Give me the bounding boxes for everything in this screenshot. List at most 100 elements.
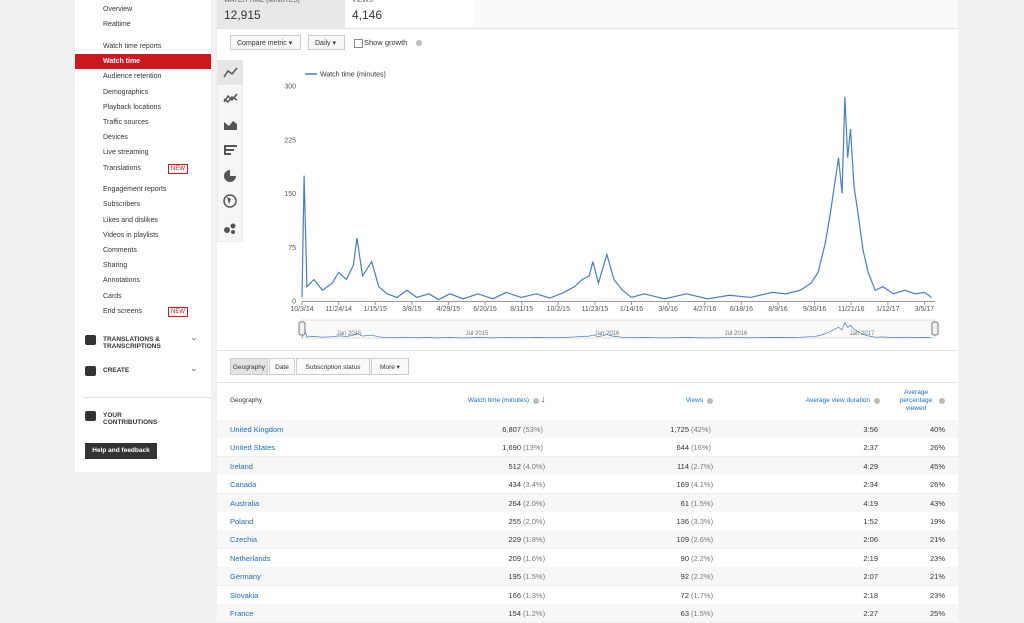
x-tick-label: 4/27/16 xyxy=(693,306,716,313)
row-bg xyxy=(217,530,958,550)
nav-item[interactable]: Sharing xyxy=(103,262,128,270)
section-title[interactable]: CREATE xyxy=(103,367,130,374)
header-geography: Geography xyxy=(230,397,263,404)
header[interactable]: Average view duration xyxy=(805,397,870,404)
views-pct: (1.5%) xyxy=(691,498,714,508)
navigator-handle[interactable] xyxy=(298,321,306,336)
country[interactable]: Czechia xyxy=(230,535,258,545)
country[interactable]: Canada xyxy=(230,480,257,490)
views: 63 xyxy=(680,609,689,618)
nav-item[interactable]: Engagement reports xyxy=(103,186,167,194)
country[interactable]: United States xyxy=(230,443,276,453)
metric-card[interactable] xyxy=(217,0,345,28)
nav-item[interactable]: Audience retention xyxy=(103,73,162,81)
x-tick-label: 1/15/15 xyxy=(364,306,387,313)
navigator-label: Jul 2015 xyxy=(466,331,489,337)
watch-time: 434 xyxy=(508,480,521,490)
nav-item[interactable]: Traffic sources xyxy=(103,118,149,126)
tab[interactable]: Subscription status xyxy=(296,358,370,375)
tab[interactable]: Geography xyxy=(230,358,268,375)
watch-time-pct: (13%) xyxy=(523,443,544,453)
navigator-label: Jan 2017 xyxy=(850,331,875,337)
x-tick-label: 3/5/17 xyxy=(915,306,935,313)
nav-item[interactable]: Cards xyxy=(103,292,122,300)
x-tick-label: 1/14/16 xyxy=(620,306,643,313)
metric-value: 4,146 xyxy=(352,8,383,22)
watch-time: 264 xyxy=(508,498,521,508)
nav-item[interactable]: Watch time xyxy=(103,58,141,66)
watch-time: 229 xyxy=(508,535,521,545)
watch-time: 1,690 xyxy=(502,443,521,453)
tab[interactable]: Date xyxy=(269,358,295,375)
new-badge: NEW xyxy=(168,306,188,317)
views: 169 xyxy=(676,480,689,490)
divider xyxy=(217,350,958,351)
row-bg xyxy=(217,548,958,568)
country[interactable]: France xyxy=(230,609,254,618)
country[interactable]: Ireland xyxy=(230,461,253,471)
x-tick-label: 8/11/15 xyxy=(510,306,533,313)
nav-item[interactable]: Demographics xyxy=(103,88,149,96)
header[interactable]: Views xyxy=(685,397,703,404)
country[interactable]: Germany xyxy=(230,572,261,582)
nav-item[interactable]: Playback locations xyxy=(103,103,161,111)
avg-percentage: 26% xyxy=(929,443,945,453)
nav-item[interactable]: Watch time reports xyxy=(103,42,162,50)
section-title[interactable]: TRANSLATIONS & TRANSCRIPTIONS xyxy=(103,336,161,350)
country[interactable]: Slovakia xyxy=(230,590,259,600)
nav-item[interactable]: Subscribers xyxy=(103,201,140,209)
divider xyxy=(217,28,958,29)
help-icon xyxy=(874,398,880,404)
checkbox[interactable] xyxy=(354,39,363,48)
chevron: › xyxy=(189,337,200,341)
avg-percentage: 43% xyxy=(929,498,945,508)
nav-item[interactable]: Translations xyxy=(103,164,141,172)
nav-item[interactable]: Overview xyxy=(103,6,133,13)
nav-item[interactable]: Realtime xyxy=(103,21,131,29)
nav-item[interactable]: Devices xyxy=(103,134,128,142)
tab[interactable]: More ▾ xyxy=(371,358,409,375)
navigator-handle[interactable] xyxy=(931,321,939,336)
x-tick-label: 4/29/15 xyxy=(437,306,460,313)
nav-item[interactable]: Likes and dislikes xyxy=(103,216,158,224)
country[interactable]: Netherlands xyxy=(230,553,271,563)
help-icon xyxy=(533,398,539,404)
row-bg xyxy=(217,420,958,439)
nav-item[interactable]: Annotations xyxy=(103,277,140,285)
main: 0 75 150 225 300 10/3/14 11/24/14 1/15/15 3/8/15… xyxy=(217,0,958,623)
country[interactable]: United Kingdom xyxy=(230,425,284,434)
nav-item[interactable]: Live streaming xyxy=(103,149,149,157)
avg-percentage: 23% xyxy=(929,553,945,563)
header[interactable]: Watch time (minutes) xyxy=(467,397,529,404)
section-title[interactable]: YOUR CONTRIBUTIONS xyxy=(103,412,158,426)
avg-percentage: 45% xyxy=(929,461,945,471)
avg-percentage: 25% xyxy=(929,609,945,618)
header[interactable]: Average percentage viewed xyxy=(899,389,933,412)
nav-item[interactable]: Videos in playlists xyxy=(103,231,159,239)
growth-label[interactable]: Show growth xyxy=(364,38,408,47)
x-tick-label: 3/6/16 xyxy=(658,306,678,313)
views: 72 xyxy=(680,590,689,600)
metric-card[interactable] xyxy=(347,0,474,28)
row-bg xyxy=(217,456,958,476)
avg-duration: 2:18 xyxy=(863,590,878,600)
views-pct: (2.2%) xyxy=(691,553,714,563)
row-bg xyxy=(217,604,958,623)
help-button[interactable]: Help and feedback xyxy=(85,443,157,459)
compare-button[interactable]: Compare metric ▾ xyxy=(230,35,301,50)
views: 90 xyxy=(680,553,689,563)
country[interactable]: Poland xyxy=(230,517,254,526)
nav-item[interactable]: Comments xyxy=(103,247,137,254)
metric-label: WATCH TIME (MINUTES) xyxy=(224,0,300,4)
interval-button[interactable]: Daily ▾ xyxy=(308,35,345,50)
chart-type-icons[interactable] xyxy=(217,60,243,242)
section-icon xyxy=(85,366,96,376)
watch-time-pct: (3.4%) xyxy=(523,480,546,490)
views: 61 xyxy=(680,498,689,508)
country[interactable]: Australia xyxy=(230,498,260,508)
views-pct: (2.2%) xyxy=(691,572,714,582)
x-tick-label: 3/8/15 xyxy=(402,306,422,313)
nav-item[interactable]: End screens xyxy=(103,307,142,315)
avg-percentage: 26% xyxy=(929,480,945,490)
